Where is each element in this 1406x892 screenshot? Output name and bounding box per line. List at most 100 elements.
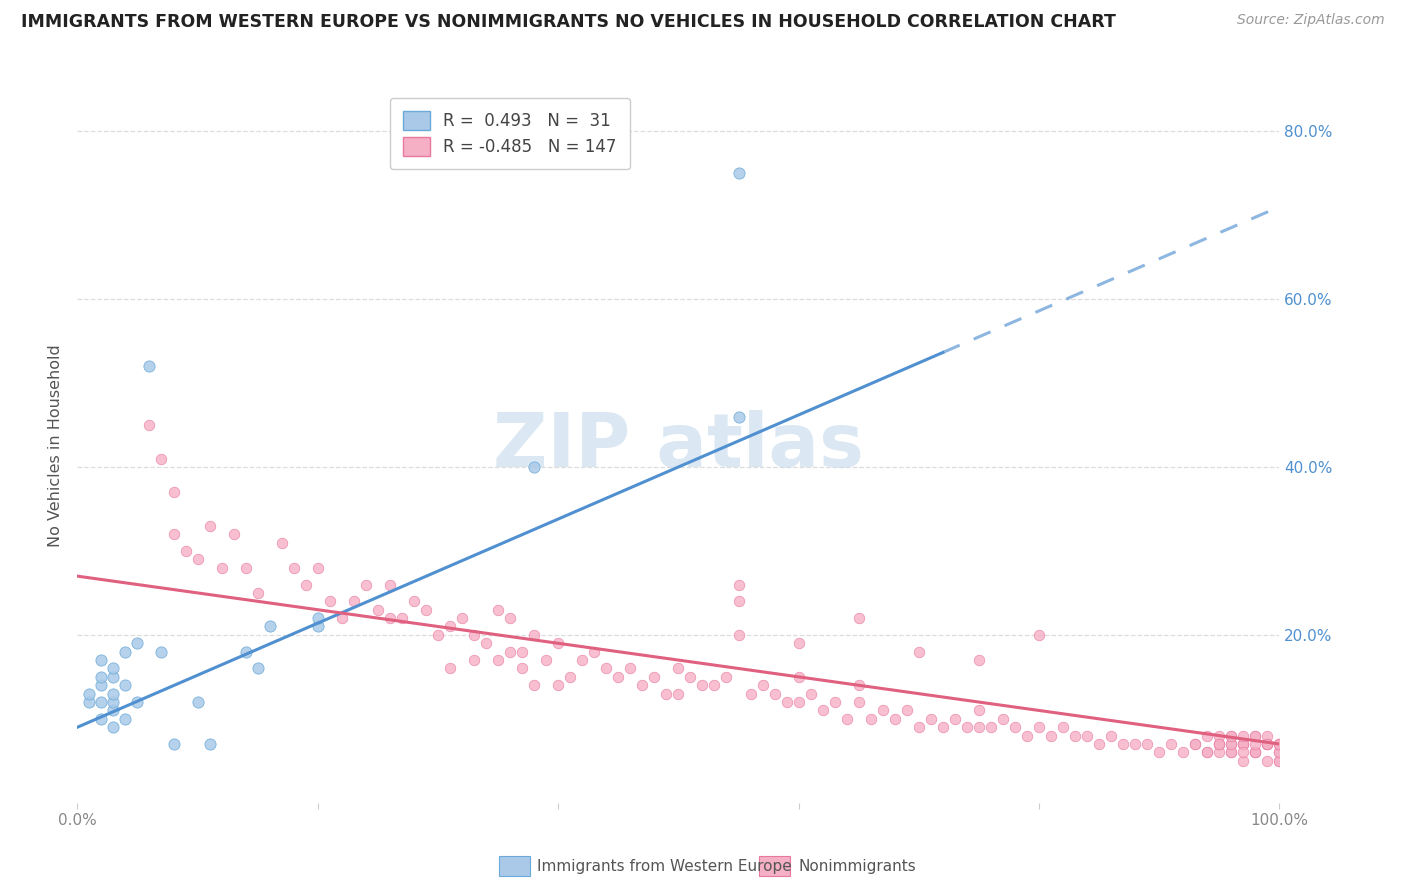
Point (1268, 746, 1291, 760)
Point (1244, 746, 1267, 760)
Point (583, 645, 606, 659)
Point (1184, 737, 1206, 751)
Point (1220, 737, 1243, 751)
Point (138, 359, 160, 374)
Point (1208, 737, 1230, 751)
Point (475, 636, 498, 650)
Point (1099, 729, 1122, 743)
Point (883, 712, 905, 726)
Point (378, 577, 401, 591)
Point (763, 687, 786, 701)
Legend: R =  0.493   N =  31, R = -0.485   N = 147: R = 0.493 N = 31, R = -0.485 N = 147 (389, 97, 630, 169)
Point (848, 695, 870, 709)
Point (439, 619, 461, 633)
Point (103, 670, 125, 684)
Point (668, 661, 690, 675)
Point (343, 594, 366, 608)
Point (631, 678, 654, 692)
Point (1112, 737, 1135, 751)
Point (1208, 737, 1230, 751)
Point (1232, 729, 1254, 743)
Point (294, 577, 316, 591)
Point (463, 628, 485, 642)
Point (486, 653, 509, 667)
Point (198, 737, 221, 751)
Point (655, 687, 678, 701)
Point (1244, 746, 1267, 760)
Point (967, 703, 990, 717)
Point (1256, 737, 1278, 751)
Point (1220, 746, 1243, 760)
Point (1197, 729, 1219, 743)
Point (378, 611, 401, 625)
Point (307, 611, 329, 625)
Point (90, 670, 112, 684)
Point (523, 460, 546, 475)
Point (727, 594, 749, 608)
Point (510, 661, 533, 675)
Point (103, 661, 125, 675)
Point (1220, 729, 1243, 743)
Point (896, 703, 918, 717)
Point (90, 712, 112, 726)
Text: Source: ZipAtlas.com: Source: ZipAtlas.com (1237, 13, 1385, 28)
Point (1232, 737, 1254, 751)
Point (1244, 729, 1267, 743)
Point (1160, 737, 1182, 751)
Point (162, 737, 184, 751)
Point (967, 653, 990, 667)
Point (150, 645, 173, 659)
Point (114, 678, 136, 692)
Text: Nonimmigrants: Nonimmigrants (799, 859, 917, 873)
Point (751, 678, 773, 692)
Point (595, 661, 617, 675)
Point (1028, 628, 1050, 642)
Point (1197, 746, 1219, 760)
Point (1268, 737, 1291, 751)
Point (1208, 737, 1230, 751)
Point (908, 645, 931, 659)
Point (1220, 737, 1243, 751)
Point (1123, 737, 1146, 751)
Point (1220, 729, 1243, 743)
Point (235, 645, 257, 659)
Point (1232, 737, 1254, 751)
Point (1052, 720, 1074, 734)
Point (1184, 737, 1206, 751)
Point (1028, 720, 1050, 734)
Point (1244, 737, 1267, 751)
Point (980, 720, 1002, 734)
Point (402, 594, 425, 608)
Point (1173, 746, 1195, 760)
Point (643, 670, 665, 684)
Point (103, 720, 125, 734)
Point (486, 603, 509, 617)
Point (859, 712, 882, 726)
Point (619, 661, 641, 675)
Point (367, 603, 389, 617)
Point (235, 560, 257, 574)
Point (727, 166, 749, 180)
Point (499, 645, 522, 659)
Point (679, 670, 702, 684)
Point (967, 720, 990, 734)
Point (1256, 737, 1278, 751)
Point (391, 611, 413, 625)
Point (246, 661, 269, 675)
Point (90, 695, 112, 709)
Point (872, 703, 894, 717)
Point (451, 611, 474, 625)
Point (848, 611, 870, 625)
Point (692, 678, 714, 692)
Y-axis label: No Vehicles in Household: No Vehicles in Household (48, 344, 63, 548)
Point (127, 695, 149, 709)
Point (991, 712, 1014, 726)
Point (560, 670, 582, 684)
Point (1256, 754, 1278, 768)
Point (1256, 729, 1278, 743)
Point (727, 628, 749, 642)
Point (787, 636, 810, 650)
Point (307, 619, 329, 633)
Point (198, 518, 221, 533)
Point (523, 628, 546, 642)
